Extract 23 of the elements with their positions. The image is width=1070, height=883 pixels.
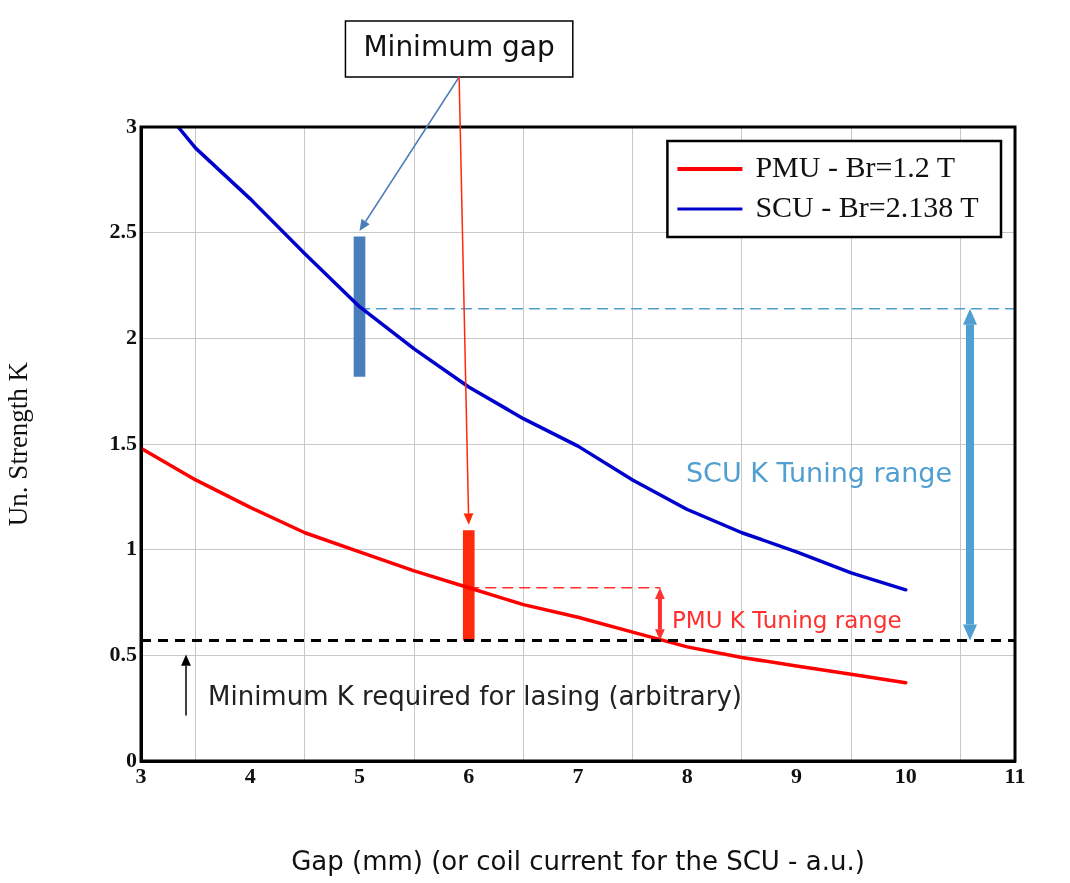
legend-label: SCU - Br=2.138 T	[755, 189, 979, 223]
y-tick-label: 2	[126, 324, 137, 350]
x-tick-label: 11	[1004, 762, 1026, 788]
x-tick-label: 7	[572, 762, 584, 788]
y-tick-label: 0	[126, 746, 137, 772]
x-tick-label: 4	[244, 762, 256, 788]
x-tick-label: 5	[354, 762, 365, 788]
y-tick-label: 0.5	[109, 641, 137, 667]
y-tick-label: 3	[126, 112, 137, 138]
x-tick-label: 9	[791, 762, 802, 788]
annotation: SCU K Tuning range	[685, 456, 952, 488]
y-axis-title: Un. Strength K	[3, 361, 34, 527]
x-tick-label: 6	[463, 762, 475, 788]
y-tick-label: 1.5	[109, 429, 137, 455]
y-tick-label: 2.5	[109, 218, 137, 244]
text: Minimum gap	[363, 30, 555, 64]
legend-label: PMU - Br=1.2 T	[755, 149, 956, 183]
x-axis-title: Gap (mm) (or coil current for the SCU - a.u.)	[291, 846, 865, 877]
legend-label: Minimum K required for lasing (arbitrary)	[208, 681, 742, 712]
annotation: PMU K Tuning range	[671, 607, 902, 634]
x-tick-label: 8	[681, 762, 693, 788]
x-tick-label: 10	[894, 762, 917, 788]
y-tick-label: 1	[126, 535, 137, 561]
